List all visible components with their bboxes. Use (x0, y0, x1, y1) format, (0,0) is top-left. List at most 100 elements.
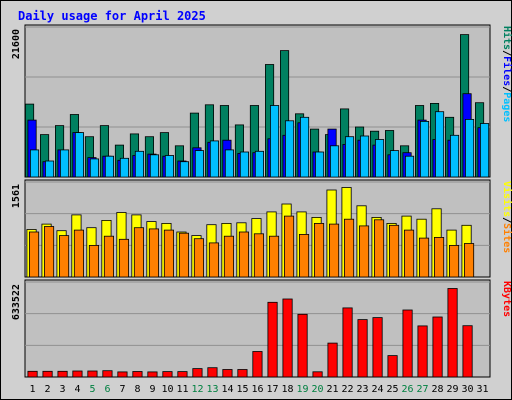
bar-sites-5 (88, 244, 100, 278)
bar-sites-29 (448, 244, 460, 278)
bar-sites-18 (283, 215, 295, 278)
bar-sites-16 (253, 233, 265, 278)
bar-pages-18 (284, 120, 295, 178)
bar-kbytes-3 (57, 370, 68, 378)
bar-kbytes-16 (252, 351, 263, 378)
bar-kbytes-27 (417, 325, 428, 378)
bar-kbytes-17 (267, 301, 278, 378)
panel-visits-sites: 1561 Visits/Sites (11, 179, 512, 278)
bar-pages-8 (134, 150, 145, 178)
bar-sites-7 (118, 238, 130, 278)
bar-sites-28 (433, 236, 445, 278)
legend-entry: / (501, 86, 512, 92)
x-tick-label: 22 (341, 384, 353, 395)
x-tick-label: 24 (371, 384, 383, 395)
x-tick-label: 1 (29, 384, 35, 395)
bar-pages-12 (194, 150, 205, 178)
legend-entry: / (501, 50, 512, 56)
panel-kbytes: 633522 KBytes (11, 279, 512, 378)
bar-kbytes-25 (387, 355, 398, 378)
bar-sites-19 (298, 233, 310, 278)
bar-pages-15 (239, 151, 250, 178)
bar-kbytes-8 (132, 371, 143, 378)
bar-kbytes-24 (372, 317, 383, 378)
bar-kbytes-22 (342, 307, 353, 378)
bar-pages-13 (209, 140, 220, 178)
bar-pages-3 (60, 149, 70, 178)
x-tick-label: 15 (236, 384, 248, 395)
bar-sites-23 (358, 225, 370, 278)
x-tick-label: 27 (416, 384, 428, 395)
bar-pages-9 (149, 154, 160, 178)
x-tick-label: 13 (206, 384, 218, 395)
legend-entry: Hits (501, 26, 512, 50)
bar-sites-1 (28, 231, 40, 278)
bar-kbytes-30 (462, 325, 473, 378)
bar-sites-10 (163, 229, 175, 278)
bar-pages-23 (359, 135, 370, 178)
bar-sites-30 (463, 243, 475, 278)
bar-sites-17 (268, 235, 280, 278)
bar-sites-20 (313, 222, 325, 278)
bar-kbytes-4 (72, 370, 83, 378)
bar-pages-30 (464, 119, 475, 178)
legend-entry: / (501, 217, 512, 223)
x-tick-label: 7 (119, 384, 125, 395)
y-max-label: 1561 (11, 184, 22, 208)
bar-pages-19 (299, 116, 310, 178)
x-tick-label: 19 (296, 384, 308, 395)
bar-pages-7 (119, 157, 130, 178)
bar-kbytes-28 (432, 316, 443, 378)
x-tick-label: 3 (59, 384, 65, 395)
bar-pages-22 (344, 136, 355, 178)
x-tick-label: 8 (134, 384, 140, 395)
bar-pages-1 (29, 149, 40, 178)
bar-kbytes-20 (312, 371, 323, 378)
legend-entry: Sites (501, 223, 512, 253)
bar-sites-12 (193, 238, 205, 278)
bar-sites-22 (343, 218, 355, 278)
bar-pages-25 (389, 150, 400, 178)
bar-pages-17 (269, 105, 280, 178)
chart-title: Daily usage for April 2025 (18, 9, 206, 23)
bar-sites-3 (59, 235, 70, 278)
bar-kbytes-12 (192, 368, 203, 378)
bar-pages-4 (74, 132, 85, 178)
bar-sites-14 (223, 235, 235, 278)
bar-kbytes-19 (297, 313, 308, 378)
x-tick-label: 10 (161, 384, 173, 395)
x-tick-label: 11 (176, 384, 188, 395)
legend: KBytes (501, 281, 512, 317)
bar-pages-2 (45, 160, 55, 178)
bar-sites-2 (44, 226, 55, 278)
legend: Hits/Files/Pages (501, 26, 512, 122)
x-tick-label: 28 (431, 384, 443, 395)
bar-kbytes-13 (207, 367, 218, 378)
bar-kbytes-7 (117, 371, 128, 378)
x-tick-label: 9 (149, 384, 155, 395)
legend-entry: KBytes (501, 281, 512, 317)
bar-pages-10 (164, 155, 175, 178)
bar-pages-26 (404, 155, 415, 178)
bar-sites-15 (238, 231, 250, 278)
bar-kbytes-29 (447, 288, 458, 378)
bar-sites-9 (148, 228, 160, 278)
series-pages (29, 105, 490, 178)
x-tick-label: 6 (104, 384, 110, 395)
bar-kbytes-15 (237, 369, 248, 378)
bar-kbytes-6 (102, 370, 113, 378)
y-max-label: 21600 (11, 29, 22, 59)
bar-pages-21 (329, 145, 340, 178)
bar-kbytes-21 (327, 342, 338, 378)
x-tick-label: 23 (356, 384, 368, 395)
x-tick-label: 4 (74, 384, 80, 395)
bar-pages-20 (314, 151, 325, 178)
x-tick-label: 5 (89, 384, 95, 395)
x-tick-label: 14 (221, 384, 233, 395)
bar-kbytes-10 (162, 371, 173, 378)
bar-sites-11 (178, 232, 190, 278)
bar-kbytes-2 (42, 370, 53, 378)
bar-sites-21 (328, 223, 340, 278)
bar-pages-29 (449, 134, 460, 178)
x-tick-label: 31 (476, 384, 488, 395)
